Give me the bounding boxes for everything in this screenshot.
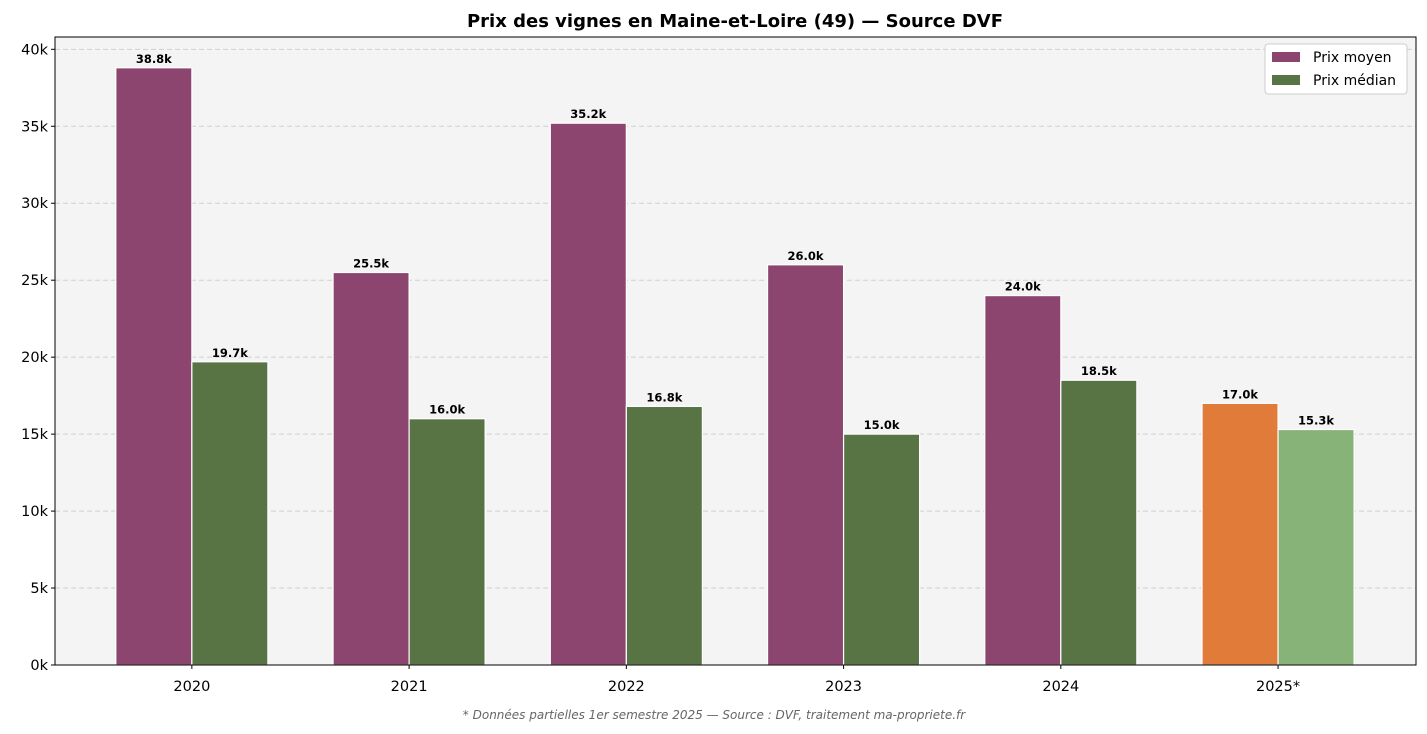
y-tick-label: 40k [21,42,48,58]
bar-median-2025* [1277,428,1355,666]
x-tick-label: 2022 [608,679,645,695]
y-tick-label: 35k [21,119,48,135]
data-label: 26.0k [788,249,824,263]
x-tick-label: 2020 [173,679,210,695]
y-tick-label: 5k [30,581,48,597]
plot-frame [54,36,1417,666]
y-tick-label: 20k [21,350,48,366]
legend-swatch [1272,75,1300,85]
data-label: 38.8k [136,52,172,66]
plot-area [55,37,1416,665]
data-label: 17.0k [1222,387,1258,401]
x-tick-label: 2023 [825,679,862,695]
y-tick-label: 10k [21,504,48,520]
y-tick-label: 30k [21,196,48,212]
data-label: 24.0k [1005,280,1041,294]
data-label: 16.8k [646,390,682,404]
data-label: 18.5k [1081,364,1117,378]
data-label: 19.7k [212,346,248,360]
bar-mean-2024 [984,294,1062,666]
y-tick-label: 25k [21,273,48,289]
data-label: 15.3k [1298,414,1334,428]
y-tick-label: 15k [21,427,48,443]
x-tick-label: 2025* [1256,679,1300,695]
bar-mean-2025* [1201,402,1279,666]
bar-mean-2023 [766,264,845,666]
data-label: 35.2k [570,107,606,121]
bar-mean-2022 [549,122,627,666]
bar-median-2023 [842,433,921,666]
footnote: * Données partielles 1er semestre 2025 —… [463,708,966,722]
bar-mean-2020 [115,67,193,666]
chart-title: Prix des vignes en Maine-et-Loire (49) —… [467,11,1003,32]
data-label: 15.0k [864,418,900,432]
bar-median-2020 [191,361,269,666]
legend-box [1264,43,1408,95]
bar-median-2021 [408,418,486,666]
x-tick-label: 2021 [391,679,428,695]
data-label: 25.5k [353,257,389,271]
legend: Prix moyen Prix médian [1264,43,1408,95]
legend-label: Prix moyen [1313,50,1392,66]
bar-median-2022 [625,405,703,666]
legend-swatch [1272,52,1300,62]
y-tick-label: 0k [30,658,48,674]
legend-label: Prix médian [1313,73,1396,89]
data-label: 16.0k [429,403,465,417]
x-tick-label: 2024 [1042,679,1079,695]
bar-mean-2021 [332,271,410,666]
bar-median-2024 [1060,379,1138,666]
